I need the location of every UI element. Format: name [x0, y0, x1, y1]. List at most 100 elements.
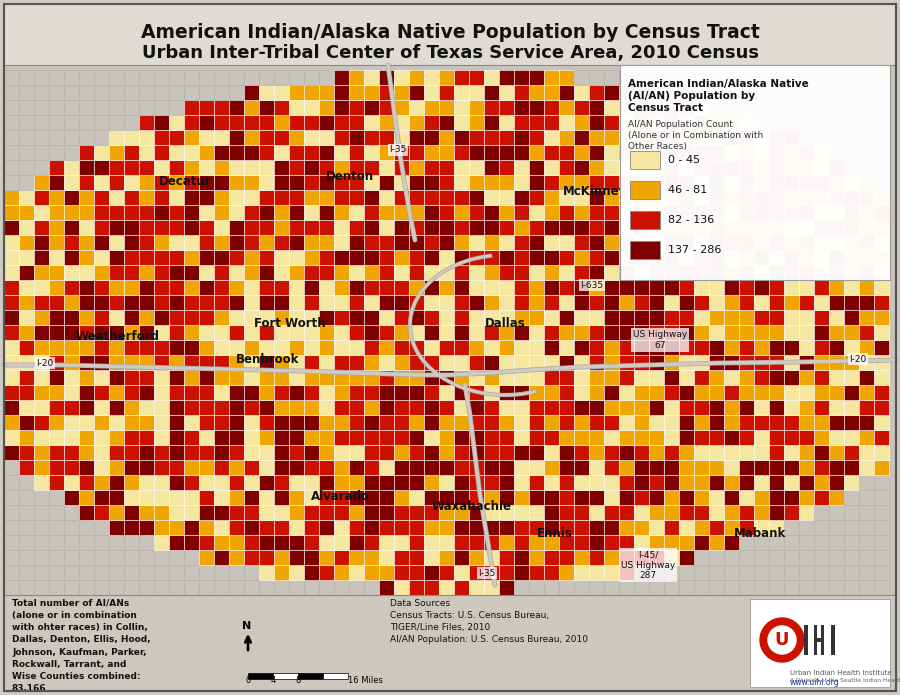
Bar: [529, 565, 544, 580]
Bar: [244, 520, 259, 535]
Bar: [559, 265, 574, 280]
Bar: [874, 160, 889, 175]
Bar: [4, 400, 19, 415]
Bar: [424, 385, 439, 400]
Bar: [94, 490, 109, 505]
Bar: [634, 580, 649, 595]
Bar: [679, 490, 694, 505]
Bar: [199, 295, 214, 310]
Bar: [49, 565, 64, 580]
Bar: [529, 280, 544, 295]
Bar: [304, 175, 319, 190]
Bar: [289, 280, 304, 295]
Bar: [544, 130, 559, 145]
Bar: [814, 580, 829, 595]
Bar: [829, 175, 844, 190]
Bar: [724, 385, 739, 400]
Bar: [229, 385, 244, 400]
Bar: [94, 85, 109, 100]
Bar: [859, 100, 874, 115]
Bar: [739, 520, 754, 535]
Bar: [589, 205, 604, 220]
Bar: [229, 100, 244, 115]
Bar: [379, 235, 394, 250]
Bar: [574, 220, 589, 235]
Bar: [364, 400, 379, 415]
Bar: [424, 460, 439, 475]
Bar: [739, 400, 754, 415]
Bar: [844, 130, 859, 145]
Bar: [19, 145, 34, 160]
Bar: [184, 340, 199, 355]
Bar: [514, 265, 529, 280]
Bar: [859, 85, 874, 100]
Bar: [514, 580, 529, 595]
Bar: [394, 280, 409, 295]
Bar: [799, 445, 814, 460]
Bar: [289, 115, 304, 130]
Bar: [409, 520, 424, 535]
Bar: [214, 160, 229, 175]
Bar: [589, 325, 604, 340]
Bar: [154, 325, 169, 340]
Bar: [124, 295, 139, 310]
Bar: [19, 490, 34, 505]
Bar: [244, 340, 259, 355]
Bar: [154, 355, 169, 370]
Bar: [379, 85, 394, 100]
Bar: [574, 415, 589, 430]
Bar: [424, 415, 439, 430]
Bar: [649, 70, 664, 85]
Bar: [259, 205, 274, 220]
Bar: [529, 445, 544, 460]
Bar: [154, 100, 169, 115]
Bar: [664, 415, 679, 430]
Bar: [229, 430, 244, 445]
Bar: [49, 370, 64, 385]
Bar: [64, 175, 79, 190]
Bar: [679, 415, 694, 430]
Bar: [454, 580, 469, 595]
Bar: [184, 85, 199, 100]
Bar: [184, 355, 199, 370]
Bar: [214, 175, 229, 190]
Bar: [589, 370, 604, 385]
Bar: [154, 70, 169, 85]
Bar: [34, 490, 49, 505]
Bar: [814, 115, 829, 130]
Bar: [199, 535, 214, 550]
Bar: [229, 460, 244, 475]
Bar: [124, 415, 139, 430]
Bar: [784, 370, 799, 385]
Bar: [829, 550, 844, 565]
Bar: [694, 430, 709, 445]
Bar: [499, 85, 514, 100]
Bar: [454, 415, 469, 430]
Bar: [619, 385, 634, 400]
Bar: [349, 325, 364, 340]
Bar: [349, 190, 364, 205]
Text: 8: 8: [295, 676, 301, 685]
Bar: [34, 550, 49, 565]
Bar: [874, 295, 889, 310]
Bar: [394, 295, 409, 310]
Bar: [64, 250, 79, 265]
Bar: [334, 85, 349, 100]
Bar: [139, 355, 154, 370]
Bar: [109, 430, 124, 445]
Bar: [289, 265, 304, 280]
Bar: [94, 205, 109, 220]
Bar: [574, 370, 589, 385]
Bar: [799, 175, 814, 190]
Bar: [349, 400, 364, 415]
Bar: [19, 340, 34, 355]
Bar: [874, 310, 889, 325]
Bar: [634, 100, 649, 115]
Bar: [754, 580, 769, 595]
Bar: [754, 100, 769, 115]
Bar: [169, 355, 184, 370]
Bar: [559, 535, 574, 550]
Bar: [4, 520, 19, 535]
Bar: [184, 535, 199, 550]
Bar: [859, 370, 874, 385]
